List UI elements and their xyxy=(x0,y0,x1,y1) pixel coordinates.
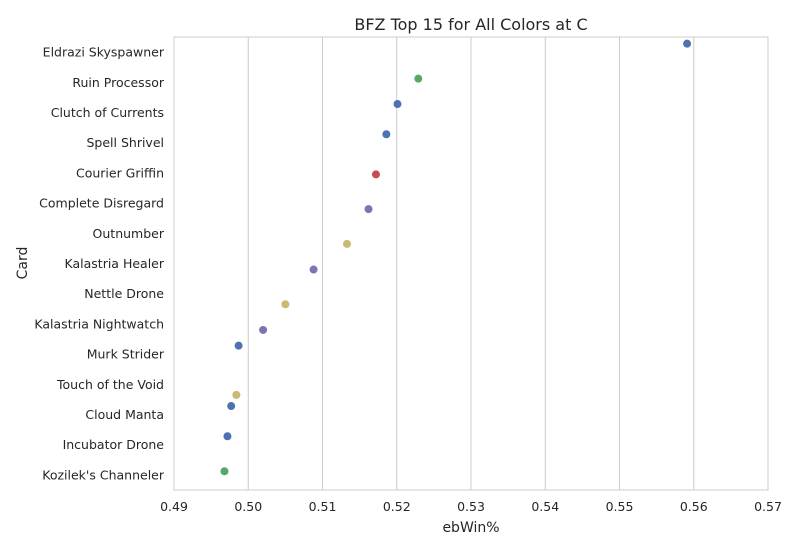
y-tick-label: Murk Strider xyxy=(87,347,165,362)
x-tick-label: 0.52 xyxy=(383,499,411,514)
x-tick-label: 0.49 xyxy=(160,499,188,514)
y-tick-label: Ruin Processor xyxy=(72,75,164,90)
data-points xyxy=(220,39,692,476)
y-tick-label: Spell Shrivel xyxy=(86,135,164,150)
x-tick-label: 0.55 xyxy=(606,499,634,514)
y-axis-label: Card xyxy=(15,247,31,280)
x-tick-label: 0.56 xyxy=(680,499,708,514)
y-tick-label: Cloud Manta xyxy=(85,407,164,422)
y-tick-label: Incubator Drone xyxy=(63,437,165,452)
data-point xyxy=(414,74,423,83)
grid xyxy=(173,37,769,490)
y-tick-label: Nettle Drone xyxy=(84,286,164,301)
plot-frame xyxy=(173,36,769,491)
y-tick-label: Outnumber xyxy=(93,226,165,241)
y-tick-label: Touch of the Void xyxy=(56,377,164,392)
chart-title: BFZ Top 15 for All Colors at C xyxy=(354,15,587,34)
x-tick-label: 0.53 xyxy=(457,499,485,514)
y-tick-label: Kalastria Healer xyxy=(65,256,165,271)
data-point xyxy=(382,130,391,139)
data-point xyxy=(309,265,318,274)
y-tick-label: Eldrazi Skyspawner xyxy=(43,45,165,60)
x-tick-label: 0.51 xyxy=(309,499,337,514)
y-tick-label: Complete Disregard xyxy=(39,196,164,211)
data-point xyxy=(259,325,268,334)
x-tick-label: 0.57 xyxy=(754,499,782,514)
y-tick-label: Courier Griffin xyxy=(76,165,164,180)
data-point xyxy=(220,467,229,476)
data-point xyxy=(364,205,373,214)
data-point xyxy=(371,170,380,179)
y-tick-label: Kalastria Nightwatch xyxy=(34,316,164,331)
data-point xyxy=(223,432,232,441)
data-point xyxy=(232,390,241,399)
data-point xyxy=(343,239,352,248)
x-tick-label: 0.50 xyxy=(234,499,262,514)
y-axis-ticks: Eldrazi Skyspawner Ruin Processor Clutch o… xyxy=(34,45,164,483)
data-point xyxy=(393,100,402,109)
x-tick-label: 0.54 xyxy=(531,499,559,514)
data-point xyxy=(683,39,692,48)
x-axis-label: ebWin% xyxy=(442,520,499,536)
data-point xyxy=(227,402,236,411)
y-tick-label: Kozilek's Channeler xyxy=(42,467,165,482)
data-point xyxy=(234,341,243,350)
x-axis-ticks: 0.49 0.50 0.51 0.52 0.53 0.54 0.55 0.56 0.57 xyxy=(160,499,782,514)
y-tick-label: Clutch of Currents xyxy=(51,105,164,120)
data-point xyxy=(281,300,290,309)
